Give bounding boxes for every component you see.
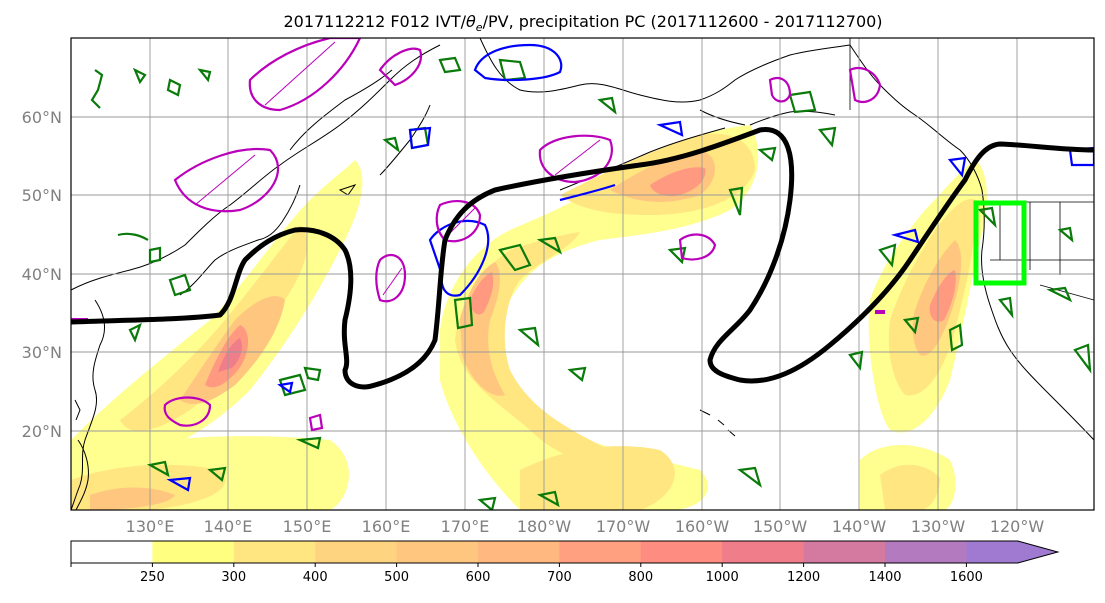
lon-label: 170°E xyxy=(441,517,490,536)
magenta-contours xyxy=(71,38,885,432)
colorbar-tick-label: 600 xyxy=(466,570,491,585)
longitude-labels: 130°E 140°E 150°E 160°E 170°E 180°W 170°… xyxy=(126,517,1045,536)
lon-label: 140°E xyxy=(204,517,253,536)
lat-label: 30°N xyxy=(22,343,62,362)
lat-label: 20°N xyxy=(22,422,62,441)
colorbar-segment xyxy=(233,541,316,563)
colorbar-tick-label: 1400 xyxy=(868,570,901,585)
colorbar-tick-label: 700 xyxy=(547,570,572,585)
green-contours xyxy=(90,56,1092,510)
thick-black-contour xyxy=(71,127,1094,390)
lon-label: 160°E xyxy=(362,517,411,536)
lat-label: 40°N xyxy=(22,265,62,284)
colorbar-tick-label: 800 xyxy=(628,570,653,585)
colorbar-tick-label: 1200 xyxy=(787,570,820,585)
colorbar-tick-label: 250 xyxy=(140,570,165,585)
coastlines xyxy=(71,38,1094,510)
lon-label: 150°E xyxy=(283,517,332,536)
colorbar-segment xyxy=(559,541,642,563)
colorbar-segment xyxy=(722,541,805,563)
colorbar-segment xyxy=(396,541,479,563)
colorbar-tick-label: 400 xyxy=(303,570,328,585)
lon-label: 140°W xyxy=(832,517,887,536)
colorbar-tick-label: 1600 xyxy=(950,570,983,585)
colorbar-segment xyxy=(71,541,153,563)
target-region-box xyxy=(973,200,1027,286)
ivt-shading xyxy=(71,125,987,510)
colorbar: 250 300 400 500 600 700 800 1000 1200 1400 1600 xyxy=(70,540,1060,585)
lon-label: 130°W xyxy=(911,517,966,536)
lon-label: 150°W xyxy=(753,517,808,536)
lon-label: 180°W xyxy=(517,517,572,536)
colorbar-outline xyxy=(70,540,1060,564)
lon-label: 160°W xyxy=(675,517,730,536)
latitude-labels: 60°N 50°N 40°N 30°N 20°N xyxy=(22,108,62,441)
colorbar-segment xyxy=(315,541,398,563)
colorbar-segment xyxy=(803,541,886,563)
map-frame xyxy=(70,37,1095,511)
lon-label: 130°E xyxy=(126,517,175,536)
colorbar-tick-label: 500 xyxy=(384,570,409,585)
lat-label: 60°N xyxy=(22,108,62,127)
lon-label: 170°W xyxy=(596,517,651,536)
colorbar-segment xyxy=(152,541,235,563)
lat-label: 50°N xyxy=(22,186,62,205)
colorbar-tick-label: 300 xyxy=(221,570,246,585)
colorbar-segment xyxy=(640,541,723,563)
colorbar-segment xyxy=(478,541,560,563)
map-panel xyxy=(71,38,1094,510)
figure-title: 2017112212 F012 IVT/θe/PV, precipitation… xyxy=(283,12,882,34)
colorbar-tick-label: 1000 xyxy=(706,570,739,585)
colorbar-segment xyxy=(885,541,967,563)
blue-contours xyxy=(166,43,1094,492)
lon-label: 120°W xyxy=(990,517,1045,536)
colorbar-extend-arrow xyxy=(966,541,1058,563)
